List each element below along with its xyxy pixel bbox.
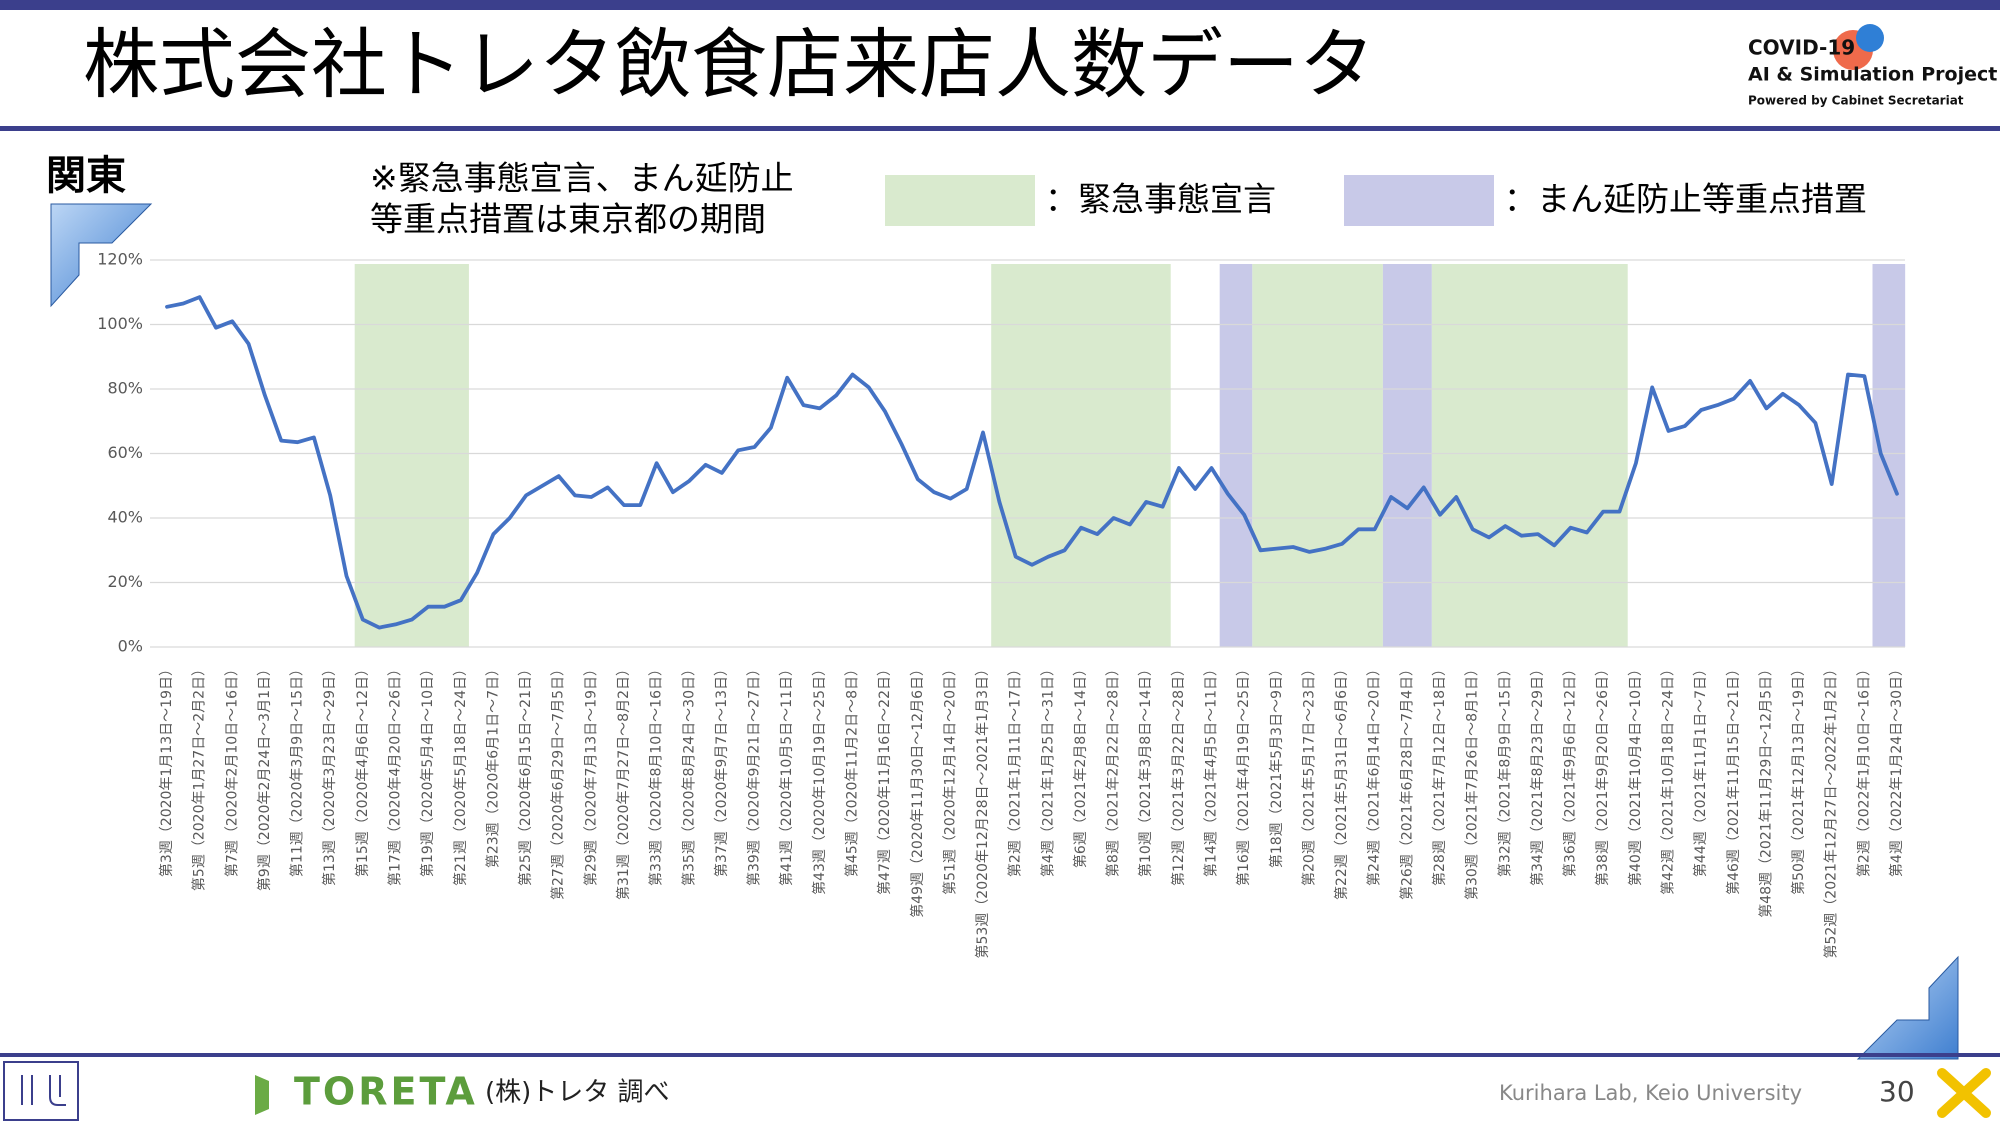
x-tick-label: 第9週（2020年2月24日～3月1日） bbox=[256, 662, 273, 891]
x-tick-label: 第8週（2021年2月22日～28日） bbox=[1105, 662, 1122, 877]
x-tick-label: 第45週（2020年11月2日～8日） bbox=[843, 662, 860, 877]
x-tick-label: 第47週（2020年11月16日～22日） bbox=[876, 662, 893, 895]
note: ※緊急事態宣言、まん延防止 bbox=[370, 159, 794, 198]
x-tick-label: 第42週（2021年10月18日～24日） bbox=[1660, 662, 1677, 895]
x-tick-label: 第33週（2020年8月10日～16日） bbox=[648, 662, 665, 886]
logo-text: Powered by Cabinet Secretariat bbox=[1748, 94, 1964, 108]
x-tick-label: 第11週（2020年3月9日～15日） bbox=[289, 662, 306, 877]
y-tick-label: 80% bbox=[107, 379, 143, 398]
period-band bbox=[991, 264, 1171, 647]
y-tick-label: 60% bbox=[107, 443, 143, 462]
period-band bbox=[1219, 264, 1253, 647]
y-tick-label: 120% bbox=[97, 250, 143, 269]
x-tick-label: 第21週（2020年5月18日～24日） bbox=[452, 662, 469, 886]
x-tick-label: 第41週（2020年10月5日～11日） bbox=[778, 662, 795, 886]
x-tick-label: 第7週（2020年2月10日～16日） bbox=[223, 662, 240, 877]
x-tick-label: 第19週（2020年5月4日～10日） bbox=[419, 662, 436, 877]
university-logo bbox=[3, 1061, 79, 1121]
x-tick-label: 第24週（2021年6月14日～20日） bbox=[1366, 662, 1383, 886]
x-tick-label: 第46週（2021年11月15日～21日） bbox=[1725, 662, 1742, 895]
logo-dot bbox=[1856, 24, 1884, 52]
header-rule bbox=[0, 126, 2000, 131]
page-number: 30 bbox=[1879, 1075, 1915, 1108]
x-tick-label: 第10週（2021年3月8日～14日） bbox=[1137, 662, 1154, 877]
x-tick-label: 第14週（2021年4月5日～11日） bbox=[1203, 662, 1220, 877]
brand-name: TORETA bbox=[294, 1070, 478, 1114]
x-tick-label: 第27週（2020年6月29日～7月5日） bbox=[550, 662, 567, 900]
x-tick-label: 第51週（2020年12月14日～20日） bbox=[941, 662, 958, 895]
logo-text: COVID-19 bbox=[1748, 36, 1855, 60]
footer-rule bbox=[0, 1053, 2000, 1057]
x-tick-label: 第31週（2020年7月27日～8月2日） bbox=[615, 662, 632, 900]
x-tick-label: 第29週（2020年7月13日～19日） bbox=[582, 662, 599, 886]
period-band bbox=[1872, 264, 1906, 647]
x-tick-label: 第35週（2020年8月24日～30日） bbox=[680, 662, 697, 886]
x-tick-label: 第15週（2020年4月6日～12日） bbox=[354, 662, 371, 877]
x-tick-label: 第52週（2021年12月27日～2022年1月2日） bbox=[1823, 662, 1840, 959]
x-tick-label: 第43週（2020年10月19日～25日） bbox=[811, 662, 828, 895]
note: 等重点措置は東京都の期間 bbox=[370, 200, 766, 239]
x-tick-label: 第4週（2022年1月24日～30日） bbox=[1888, 662, 1905, 877]
period-band bbox=[1431, 264, 1628, 647]
x-tick-label: 第22週（2021年5月31日～6月6日） bbox=[1333, 662, 1350, 900]
y-tick-label: 40% bbox=[107, 508, 143, 527]
x-tick-label: 第25週（2020年6月15日～21日） bbox=[517, 662, 534, 886]
x-tick-label: 第18週（2021年5月3日～9日） bbox=[1268, 662, 1285, 868]
corner-decoration bbox=[1856, 955, 1959, 1060]
x-tick-label: 第53週（2020年12月28日～2021年1月3日） bbox=[974, 662, 991, 959]
period-band bbox=[1252, 264, 1383, 647]
x-tick-label: 第38週（2021年9月20日～26日） bbox=[1594, 662, 1611, 886]
x-tick-label: 第12週（2021年3月22日～28日） bbox=[1170, 662, 1187, 886]
x-tick-label: 第44週（2021年11月1日～7日） bbox=[1692, 662, 1709, 877]
footer-icon bbox=[1937, 1068, 1991, 1118]
x-tick-label: 第5週（2020年1月27日～2月2日） bbox=[191, 662, 208, 891]
x-tick-label: 第26週（2021年6月28日～7月4日） bbox=[1398, 662, 1415, 900]
x-tick-label: 第30週（2021年7月26日～8月1日） bbox=[1464, 662, 1481, 900]
x-tick-label: 第23週（2020年6月1日～7日） bbox=[484, 662, 501, 868]
x-tick-label: 第40週（2021年10月4日～10日） bbox=[1627, 662, 1644, 886]
corner-decoration bbox=[50, 203, 153, 308]
source: (株)トレタ 調べ bbox=[485, 1078, 670, 1108]
x-tick-label: 第49週（2020年11月30日～12月6日） bbox=[909, 662, 926, 918]
x-tick-label: 第6週（2021年2月8日～14日） bbox=[1072, 662, 1089, 868]
period-band bbox=[354, 264, 469, 647]
y-tick-label: 20% bbox=[107, 572, 143, 591]
brand-icon bbox=[255, 1075, 269, 1115]
x-tick-label: 第28週（2021年7月12日～18日） bbox=[1431, 662, 1448, 886]
x-tick-label: 第3週（2020年1月13日～19日） bbox=[158, 662, 175, 877]
data-line bbox=[165, 295, 1899, 630]
legend-swatch bbox=[1344, 175, 1494, 226]
x-tick-label: 第13週（2020年3月23日～29日） bbox=[321, 662, 338, 886]
credit: Kurihara Lab, Keio University bbox=[1499, 1081, 1802, 1105]
x-tick-label: 第36週（2021年9月6日～12日） bbox=[1562, 662, 1579, 877]
y-tick-label: 100% bbox=[97, 314, 143, 333]
region-label: 関東 bbox=[46, 153, 126, 199]
x-tick-label: 第2週（2021年1月11日～17日） bbox=[1007, 662, 1024, 877]
x-tick-label: 第32週（2021年8月9日～15日） bbox=[1496, 662, 1513, 877]
x-tick-label: 第37週（2020年9月7日～13日） bbox=[713, 662, 730, 877]
x-tick-label: 第34週（2021年8月23日～29日） bbox=[1529, 662, 1546, 886]
x-tick-label: 第50週（2021年12月13日～19日） bbox=[1790, 662, 1807, 895]
top-bar bbox=[0, 0, 2000, 10]
legend-label: ：緊急事態宣言 bbox=[1045, 180, 1276, 219]
x-tick-label: 第48週（2021年11月29日～12月5日） bbox=[1757, 662, 1774, 918]
legend-label: ：まん延防止等重点措置 bbox=[1504, 180, 1867, 219]
period-band bbox=[1382, 264, 1432, 647]
y-tick-label: 0% bbox=[118, 637, 143, 656]
slide-title: 株式会社トレタ飲食店来店人数データ bbox=[83, 20, 1375, 109]
x-tick-label: 第16週（2021年4月19日～25日） bbox=[1235, 662, 1252, 886]
logo-text: AI & Simulation Project bbox=[1748, 64, 1997, 86]
x-tick-label: 第17週（2020年4月20日～26日） bbox=[386, 662, 403, 886]
x-tick-label: 第39週（2020年9月21日～27日） bbox=[746, 662, 763, 886]
legend-swatch bbox=[885, 175, 1035, 226]
x-tick-label: 第2週（2022年1月10日～16日） bbox=[1855, 662, 1872, 877]
x-tick-label: 第4週（2021年1月25日～31日） bbox=[1039, 662, 1056, 877]
x-tick-label: 第20週（2021年5月17日～23日） bbox=[1300, 662, 1317, 886]
